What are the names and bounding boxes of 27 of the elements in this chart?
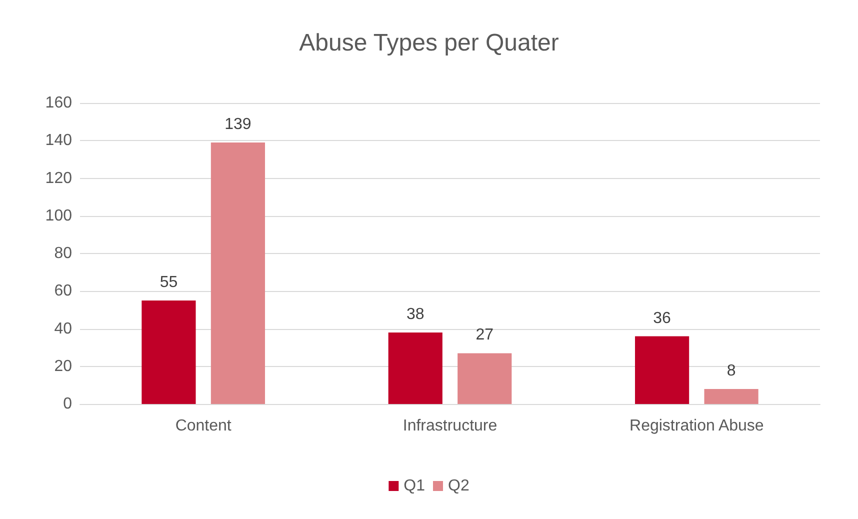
y-tick-label: 40 bbox=[54, 320, 72, 338]
y-tick-label: 160 bbox=[45, 94, 72, 112]
y-tick-label: 120 bbox=[45, 170, 72, 187]
data-label: 36 bbox=[653, 310, 672, 327]
y-tick-label: 100 bbox=[45, 207, 72, 224]
bar bbox=[635, 336, 690, 404]
chart-title: Abuse Types per Quater bbox=[299, 30, 559, 56]
x-tick-label: Content bbox=[175, 418, 232, 434]
legend-label: Q2 bbox=[448, 478, 470, 494]
bar bbox=[388, 332, 442, 404]
y-tick-label: 140 bbox=[45, 132, 72, 150]
data-label: 55 bbox=[160, 274, 178, 292]
y-tick-label: 20 bbox=[54, 358, 72, 375]
y-tick-label: 60 bbox=[54, 282, 72, 300]
bar bbox=[704, 388, 758, 404]
bar bbox=[458, 353, 512, 404]
bar bbox=[210, 142, 265, 404]
data-label: 38 bbox=[406, 306, 424, 324]
y-tick-label: 80 bbox=[54, 245, 72, 262]
data-label: 27 bbox=[476, 326, 494, 344]
x-tick-label: Registration Abuse bbox=[630, 418, 764, 434]
legend-label: Q1 bbox=[404, 478, 426, 494]
data-label: 139 bbox=[224, 116, 252, 134]
y-tick-label: 0 bbox=[63, 396, 72, 412]
x-tick-label: Infrastructure bbox=[402, 418, 498, 434]
data-label: 8 bbox=[726, 362, 736, 380]
bar bbox=[142, 300, 196, 404]
